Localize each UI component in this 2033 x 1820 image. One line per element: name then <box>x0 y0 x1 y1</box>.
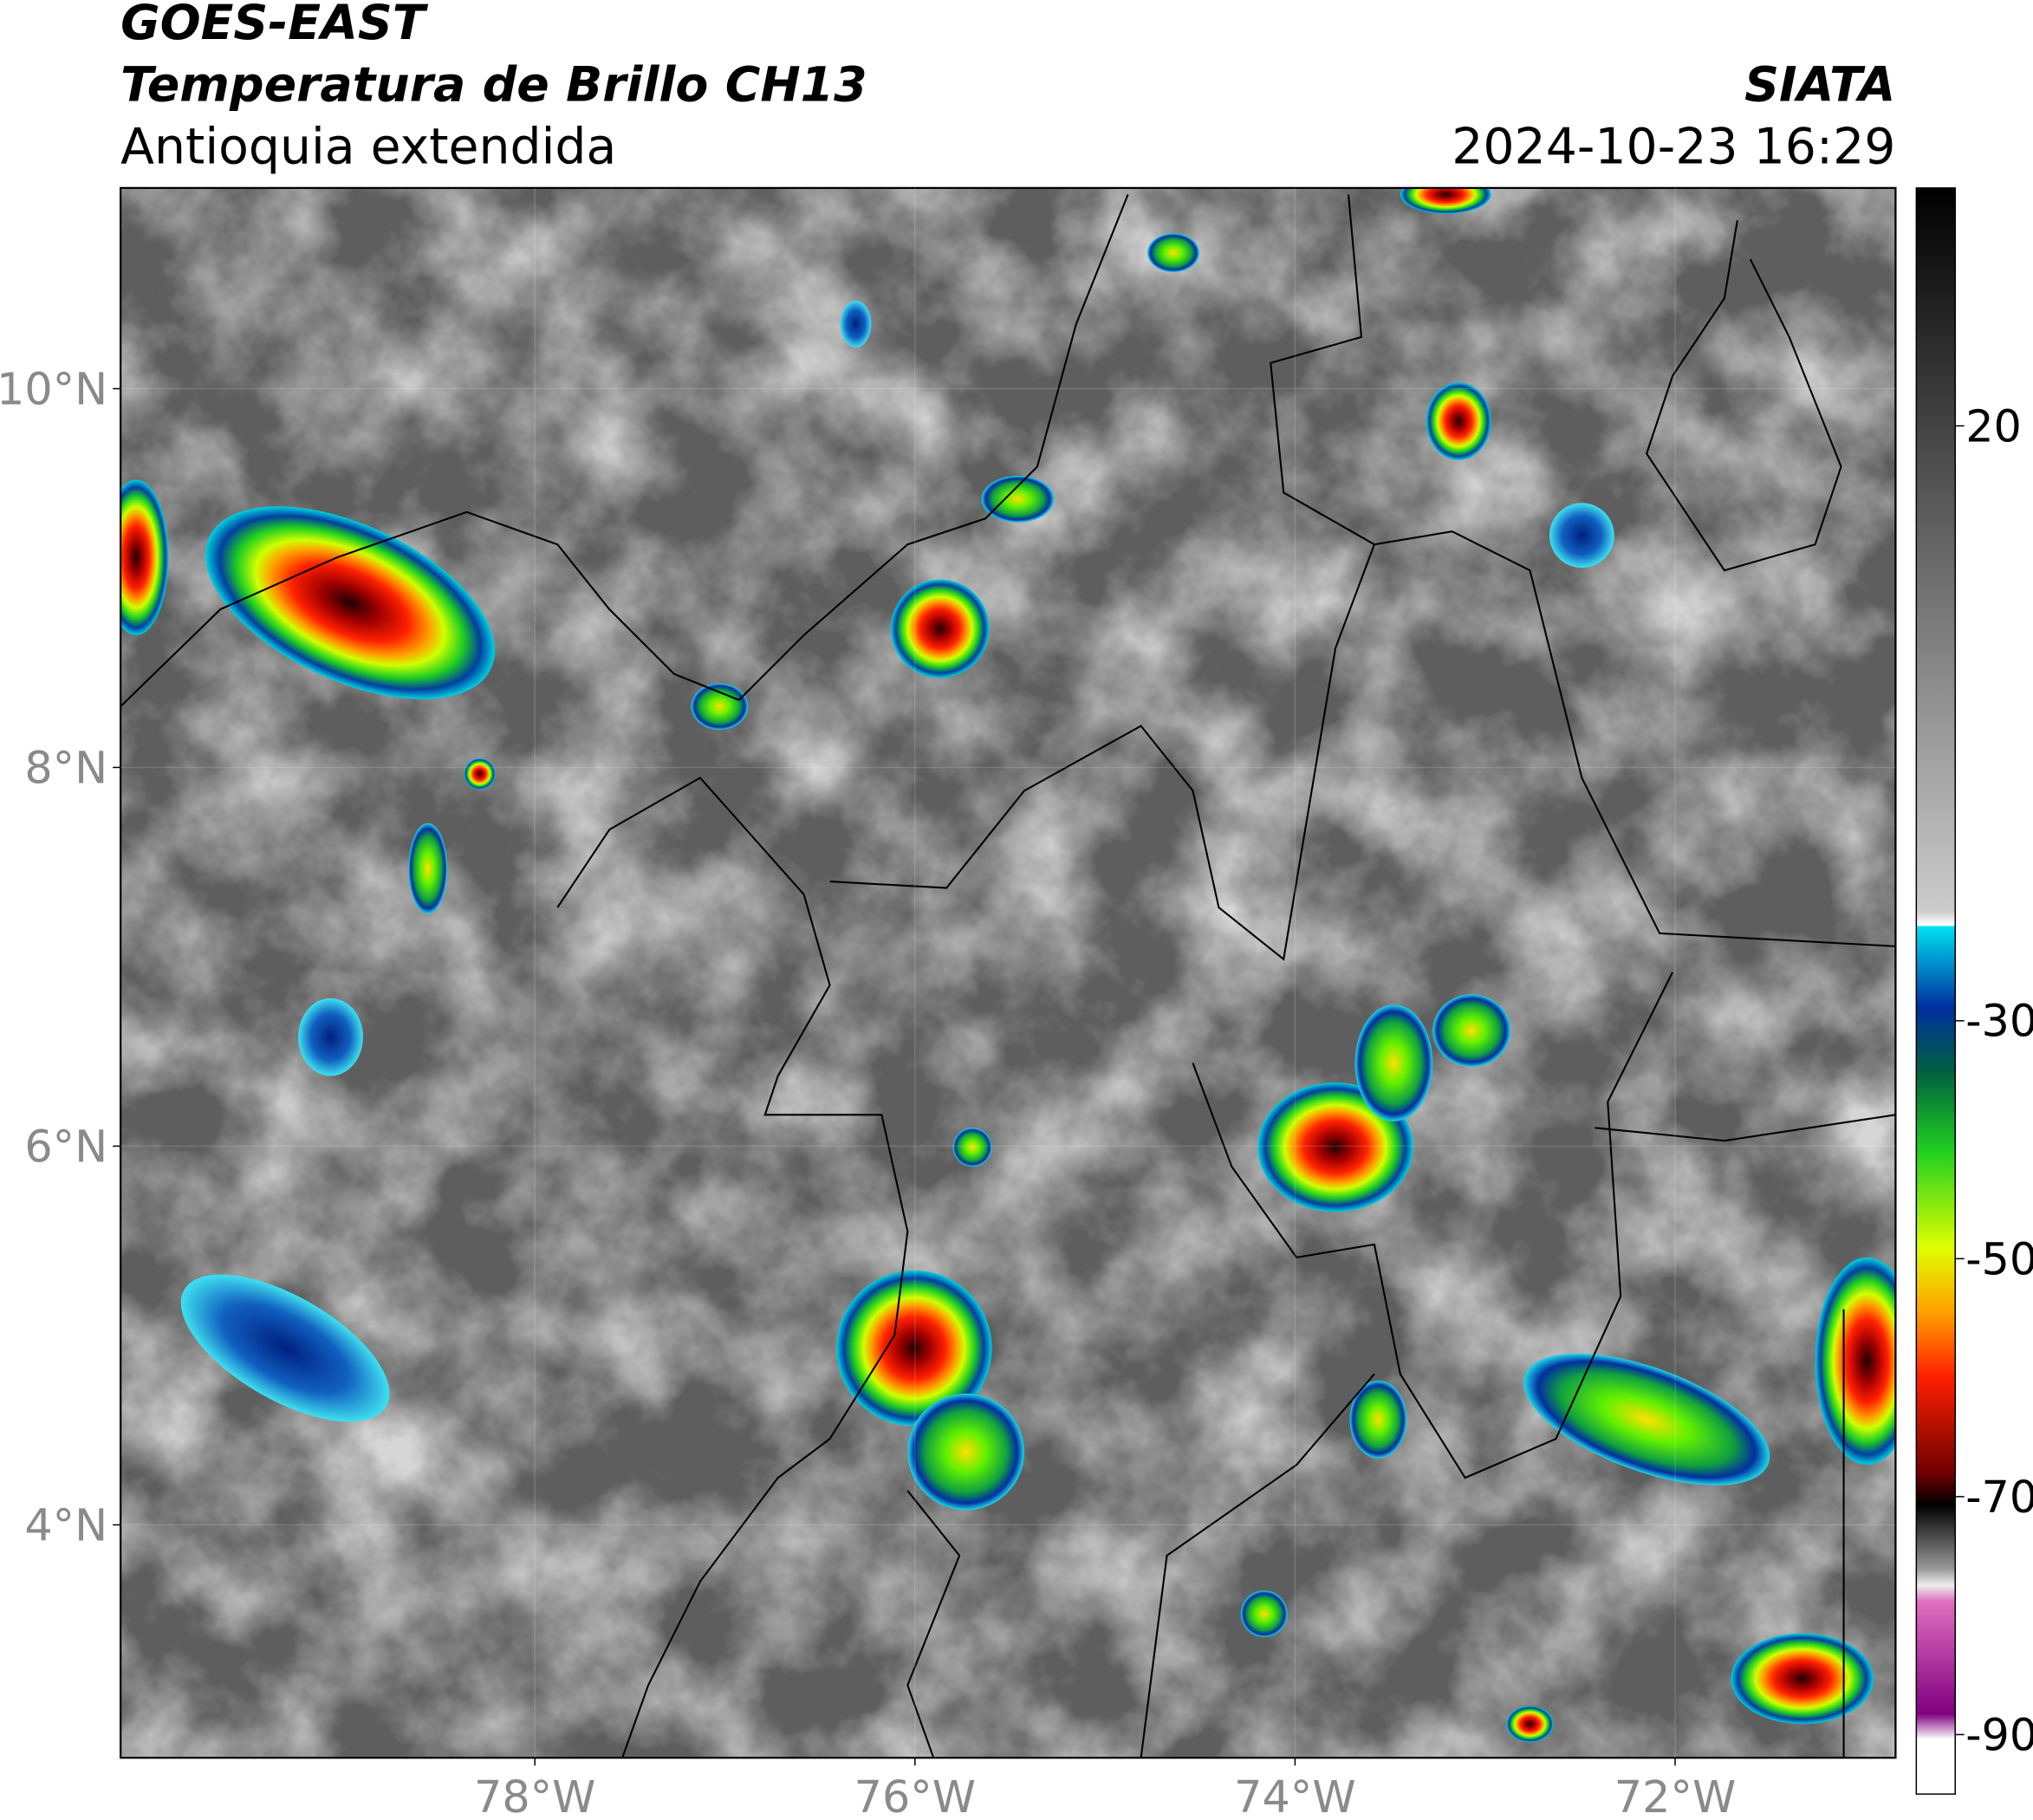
colorbar-tick-label: -70 <box>1965 1472 2033 1523</box>
colorbar-tick-label: -50 <box>1965 1233 2033 1284</box>
y-tick-label: 4°N <box>24 1499 107 1550</box>
satellite-title: GOES-EAST <box>120 0 429 51</box>
colorbar-tick-label: -30 <box>1965 996 2033 1047</box>
datetime-label: 2024-10-23 16:29 <box>1452 118 1895 175</box>
map-frame <box>120 186 1897 1759</box>
agency-label: SIATA <box>1744 58 1895 114</box>
satellite-image <box>120 187 1896 1758</box>
y-tick-label: 8°N <box>24 742 107 793</box>
y-tick-label: 6°N <box>24 1121 107 1172</box>
map-ticks: 78°W 76°W 74°W 72°W 10°N 8°N 6°N 4°N <box>0 187 1896 1820</box>
x-tick-label: 78°W <box>474 1771 595 1820</box>
colorbar <box>1915 187 1956 1795</box>
colorbar-ticks: 20 -30 -50 -70 -90 <box>1955 400 2033 1760</box>
x-tick-label: 72°W <box>1614 1771 1736 1820</box>
product-title: Temperatura de Brillo CH13 <box>120 58 867 114</box>
x-tick-label: 74°W <box>1234 1771 1355 1820</box>
colorbar-tick-label: -90 <box>1965 1709 2033 1760</box>
convective-cells <box>120 187 1896 1743</box>
colorbar-tick-label: 20 <box>1965 400 2022 452</box>
y-tick-label: 10°N <box>0 363 107 414</box>
region-subtitle: Antioquia extendida <box>120 118 616 175</box>
x-tick-label: 76°W <box>854 1771 976 1820</box>
borders <box>120 193 1896 1758</box>
